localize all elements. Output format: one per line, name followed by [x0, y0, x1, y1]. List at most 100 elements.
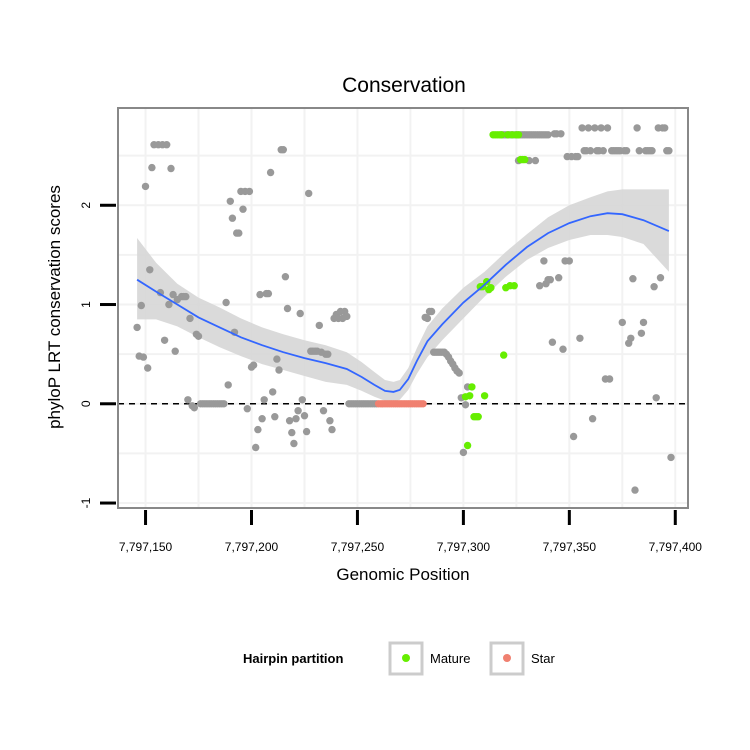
point-other	[343, 312, 351, 321]
point-other	[224, 381, 232, 389]
point-other	[569, 432, 578, 441]
point-other	[559, 345, 567, 353]
x-axis-title: Genomic Position	[336, 565, 469, 584]
y-tick-label: 2	[79, 202, 93, 209]
point-other	[144, 364, 152, 372]
point-other	[258, 415, 266, 423]
point-other	[243, 405, 251, 413]
point-other	[555, 274, 563, 282]
legend-label-star: Star	[531, 651, 556, 666]
confidence-band-layer	[137, 189, 669, 402]
point-other	[637, 329, 646, 337]
point-other	[220, 400, 228, 408]
point-mature	[487, 284, 495, 292]
point-other	[285, 417, 294, 425]
point-other	[427, 307, 436, 316]
point-other	[461, 401, 470, 409]
points-layer	[133, 124, 675, 494]
point-other	[546, 276, 554, 284]
point-other	[588, 415, 597, 423]
point-other	[629, 275, 637, 283]
point-other	[222, 298, 230, 307]
legend-swatch-mature	[402, 654, 410, 662]
point-other	[273, 355, 281, 363]
x-tick-label: 7,797,400	[649, 540, 703, 554]
y-tick-label: 0	[79, 400, 93, 407]
point-other	[137, 301, 145, 310]
y-axis-title: phyloP LRT conservation scores	[45, 185, 64, 429]
point-other	[605, 375, 614, 383]
point-other	[165, 300, 173, 309]
point-other	[171, 347, 179, 355]
point-other	[599, 147, 607, 155]
point-other	[536, 282, 544, 290]
point-mature	[510, 282, 518, 290]
point-other	[275, 366, 283, 374]
legend: Hairpin partition Mature Star	[243, 641, 556, 676]
point-other	[260, 396, 268, 404]
smooth-line-layer	[136, 212, 670, 393]
point-other	[324, 350, 332, 358]
y-tick-label: -1	[79, 497, 93, 508]
y-tick-label: 1	[79, 301, 93, 308]
point-other	[665, 147, 673, 155]
point-other	[603, 124, 612, 132]
point-other	[139, 353, 148, 361]
point-other	[423, 314, 432, 323]
point-other	[292, 415, 300, 423]
point-other	[661, 124, 669, 132]
point-other	[169, 290, 177, 299]
point-other	[269, 388, 277, 396]
point-other	[226, 197, 234, 205]
point-other	[184, 396, 192, 404]
point-other	[256, 290, 264, 299]
point-mature	[497, 131, 506, 139]
point-other	[194, 332, 203, 340]
point-other	[531, 156, 540, 165]
x-tick-label: 7,797,200	[225, 540, 279, 554]
point-other	[239, 205, 247, 213]
point-other	[245, 187, 254, 196]
point-other	[271, 413, 279, 421]
point-other	[576, 334, 584, 342]
point-other	[252, 443, 260, 452]
point-other	[319, 407, 328, 415]
panel-border	[117, 107, 689, 509]
point-other	[283, 304, 292, 313]
legend-label-mature: Mature	[430, 651, 470, 666]
point-other	[302, 427, 311, 436]
point-other	[635, 147, 643, 155]
point-mature	[468, 383, 476, 391]
point-other	[578, 124, 586, 132]
smooth-line	[136, 212, 670, 393]
point-other	[455, 369, 463, 377]
point-other	[591, 124, 599, 132]
point-other	[254, 425, 262, 434]
point-other	[586, 147, 595, 155]
point-other	[190, 404, 198, 412]
point-other	[294, 407, 302, 415]
point-other	[228, 214, 237, 222]
point-other	[235, 229, 243, 237]
point-other	[648, 147, 656, 155]
point-other	[290, 439, 298, 448]
x-tick-label: 7,797,250	[331, 540, 385, 554]
point-other	[622, 147, 631, 155]
point-other	[584, 124, 593, 132]
point-other	[326, 417, 334, 425]
point-mature	[500, 351, 508, 359]
point-other	[639, 318, 648, 327]
point-other	[540, 257, 548, 265]
point-other	[264, 289, 273, 298]
point-other	[133, 323, 141, 332]
point-mature	[480, 392, 489, 400]
point-mature	[521, 155, 529, 164]
point-other	[148, 163, 156, 172]
legend-title: Hairpin partition	[243, 651, 343, 666]
point-other	[281, 273, 290, 281]
point-other	[305, 189, 313, 198]
point-other	[186, 314, 194, 323]
point-mature	[514, 131, 523, 139]
point-other	[548, 338, 557, 346]
